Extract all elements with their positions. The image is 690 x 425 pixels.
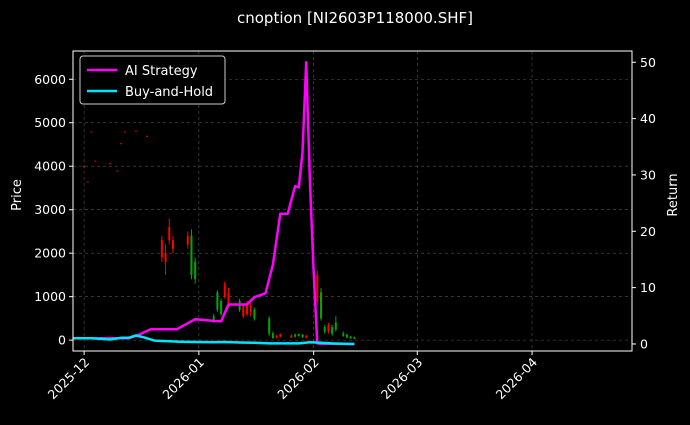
candle-body bbox=[164, 253, 167, 262]
y-tick-label: 6000 bbox=[34, 72, 66, 87]
y-tick-label: 0 bbox=[58, 333, 66, 348]
plot-frame bbox=[72, 50, 633, 352]
candle-body bbox=[90, 131, 93, 133]
candle-body bbox=[86, 181, 89, 183]
legend: AI Strategy Buy-and-Hold bbox=[79, 55, 226, 105]
candle-body bbox=[168, 227, 171, 241]
candle-body bbox=[320, 292, 323, 319]
candle-body bbox=[212, 316, 215, 321]
y2-tick-label: 30 bbox=[640, 167, 656, 182]
candle-body bbox=[323, 327, 326, 332]
y2-tick-label: 20 bbox=[640, 224, 656, 239]
candle-body bbox=[345, 334, 348, 338]
candle-body bbox=[109, 163, 112, 165]
candle-body bbox=[171, 240, 174, 249]
series-line-buy-and-hold bbox=[73, 334, 355, 346]
candle-body bbox=[327, 324, 330, 332]
candle-body bbox=[294, 334, 297, 337]
candle-body bbox=[216, 292, 219, 310]
y2-tick-label: 10 bbox=[640, 280, 656, 295]
chart-title: cnoption [NI2603P118000.SHF] bbox=[237, 9, 473, 27]
candle-body bbox=[220, 301, 223, 315]
candle-body bbox=[334, 322, 337, 330]
y-tick-label: 3000 bbox=[34, 202, 66, 217]
candle-body bbox=[160, 240, 163, 258]
candle-body bbox=[123, 131, 126, 133]
candle-body bbox=[353, 337, 356, 339]
candle-body bbox=[349, 336, 352, 339]
candle-body bbox=[134, 130, 137, 132]
y-tick-label: 1000 bbox=[34, 289, 66, 304]
series-line-ai-strategy bbox=[73, 61, 355, 346]
candle-body bbox=[83, 166, 86, 168]
y-tick-label: 2000 bbox=[34, 246, 66, 261]
candle-body bbox=[301, 334, 304, 338]
legend-label-buy-and-hold: Buy-and-Hold bbox=[125, 85, 213, 100]
y-tick-label: 4000 bbox=[34, 159, 66, 174]
candle-body bbox=[245, 303, 248, 315]
candle-body bbox=[342, 333, 345, 336]
candle-body bbox=[120, 143, 123, 145]
candle-body bbox=[186, 235, 189, 245]
y2-axis-label: Return bbox=[666, 173, 681, 216]
candle-body bbox=[316, 274, 319, 301]
y2-tick-label: 0 bbox=[640, 336, 648, 351]
candle-body bbox=[227, 292, 230, 306]
series-lines bbox=[73, 61, 355, 346]
legend-label-ai-strategy: AI Strategy bbox=[125, 64, 198, 79]
candles bbox=[83, 130, 356, 340]
y2-tick-label: 40 bbox=[640, 111, 656, 126]
candle-body bbox=[116, 170, 119, 172]
candle-body bbox=[305, 335, 308, 338]
candle-body bbox=[279, 334, 282, 337]
candle-body bbox=[331, 327, 334, 334]
candle-body bbox=[290, 335, 293, 338]
candle-body bbox=[223, 283, 226, 297]
candle-body bbox=[242, 305, 245, 317]
y-axis-label: Price bbox=[10, 179, 25, 211]
candle-body bbox=[146, 135, 149, 137]
y-tick-label: 5000 bbox=[34, 115, 66, 130]
candle-body bbox=[268, 318, 271, 334]
candle-body bbox=[94, 160, 97, 162]
candle-body bbox=[253, 309, 256, 319]
candle-body bbox=[297, 334, 300, 336]
candle-body bbox=[249, 305, 252, 312]
candle-body bbox=[194, 261, 197, 280]
y2-tick-label: 50 bbox=[640, 55, 656, 70]
candle-body bbox=[271, 333, 274, 338]
candle-body bbox=[190, 235, 193, 275]
candle-body bbox=[275, 335, 278, 338]
